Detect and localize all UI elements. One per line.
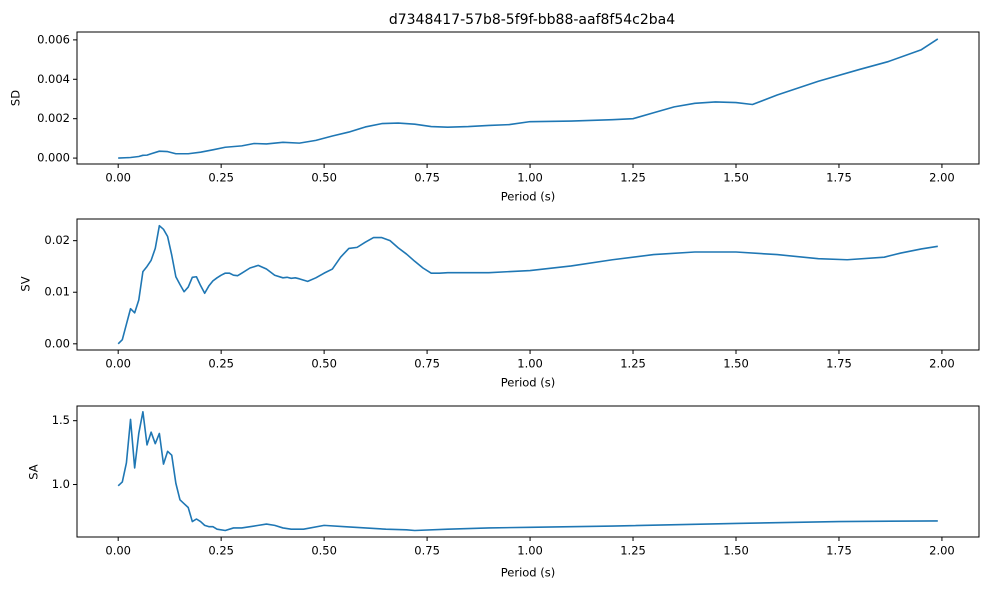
- axes-frame: [76, 405, 980, 538]
- y-tick-label: 1.0: [52, 477, 70, 491]
- x-tick-label: 2.00: [929, 357, 955, 371]
- x-tick-label: 0.00: [105, 171, 131, 185]
- x-tick-label: 0.25: [208, 171, 234, 185]
- x-tick-label: 1.00: [517, 357, 543, 371]
- x-axis-label: Period (s): [501, 376, 555, 390]
- y-tick-label: 1.5: [52, 413, 70, 427]
- axes-frame: [76, 31, 980, 165]
- x-tick-label: 2.00: [929, 171, 955, 185]
- x-tick-label: 1.25: [620, 171, 646, 185]
- x-tick-label: 0.00: [105, 357, 131, 371]
- subplot-sv: 0.00 0.25 0.50 0.75 1.00 1.25 1.50 1.75 2.00 0.0…: [19, 218, 980, 390]
- x-tick-label: 0.00: [105, 544, 131, 558]
- x-tick-label: 1.75: [826, 544, 852, 558]
- y-tick-label: 0.00: [44, 336, 70, 350]
- chart-title: d7348417-57b8-5f9f-bb88-aaf8f54c2ba4: [389, 12, 675, 28]
- y-axis-ticks: 1.0 1.5: [52, 413, 77, 491]
- x-axis-ticks: 0.00 0.25 0.50 0.75 1.00 1.25 1.50 1.75 2.00: [105, 537, 955, 558]
- x-tick-label: 0.50: [311, 171, 337, 185]
- y-axis-ticks: 0.000 0.002 0.004 0.006: [37, 32, 77, 165]
- x-axis-ticks: 0.00 0.25 0.50 0.75 1.00 1.25 1.50 1.75 2.00: [105, 164, 955, 185]
- x-axis-label: Period (s): [501, 190, 555, 204]
- x-tick-label: 1.25: [620, 544, 646, 558]
- x-tick-label: 1.25: [620, 357, 646, 371]
- x-tick-label: 1.50: [723, 544, 749, 558]
- y-tick-label: 0.02: [44, 233, 70, 247]
- subplot-sd: 0.00 0.25 0.50 0.75 1.00 1.25 1.50 1.75 2.00 0.0…: [9, 31, 980, 204]
- y-tick-label: 0.006: [37, 32, 70, 46]
- x-tick-label: 1.75: [826, 171, 852, 185]
- y-tick-label: 0.01: [44, 285, 70, 299]
- y-tick-label: 0.002: [37, 111, 70, 125]
- y-tick-label: 0.000: [37, 151, 70, 165]
- x-tick-label: 2.00: [929, 544, 955, 558]
- x-tick-label: 1.00: [517, 544, 543, 558]
- x-tick-label: 1.75: [826, 357, 852, 371]
- x-tick-label: 0.25: [208, 357, 234, 371]
- y-tick-label: 0.004: [37, 72, 70, 86]
- x-tick-label: 0.75: [414, 357, 440, 371]
- y-axis-label: SA: [27, 464, 41, 480]
- x-tick-label: 0.25: [208, 544, 234, 558]
- x-tick-label: 1.00: [517, 171, 543, 185]
- axes-frame: [76, 218, 980, 351]
- y-axis-ticks: 0.00 0.01 0.02: [44, 233, 77, 350]
- x-tick-label: 0.75: [414, 171, 440, 185]
- y-axis-label: SV: [19, 276, 33, 291]
- x-axis-label: Period (s): [501, 566, 555, 580]
- series-line-sa: [117, 410, 938, 532]
- series-line-sv: [117, 224, 938, 345]
- x-tick-label: 1.50: [723, 171, 749, 185]
- series-line-sd: [118, 38, 939, 159]
- x-tick-label: 0.75: [414, 544, 440, 558]
- x-tick-label: 0.50: [311, 544, 337, 558]
- x-tick-label: 1.50: [723, 357, 749, 371]
- y-axis-label: SD: [9, 90, 23, 106]
- x-tick-label: 0.50: [311, 357, 337, 371]
- subplot-sa: 0.00 0.25 0.50 0.75 1.00 1.25 1.50 1.75 2.00 1.0…: [27, 405, 980, 580]
- x-axis-ticks: 0.00 0.25 0.50 0.75 1.00 1.25 1.50 1.75 2.00: [105, 350, 955, 371]
